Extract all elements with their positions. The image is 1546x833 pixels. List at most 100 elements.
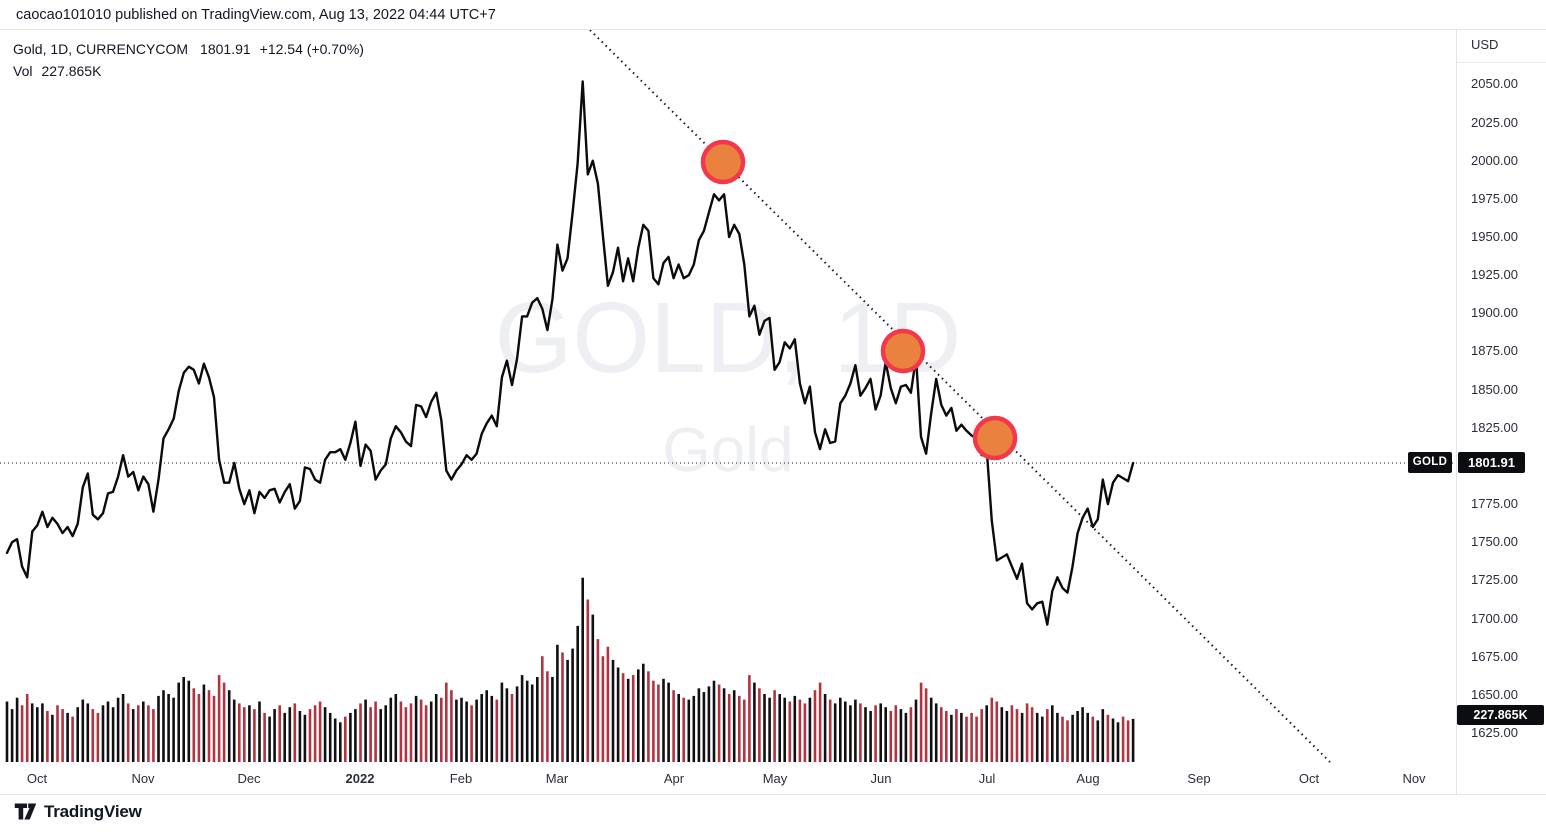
volume-bar <box>15 697 19 762</box>
volume-bar <box>10 709 14 762</box>
volume-bar <box>596 639 600 762</box>
volume-bar <box>566 659 569 762</box>
volume-bar <box>323 707 327 762</box>
volume-bar <box>536 677 539 762</box>
volume-bar <box>955 709 958 762</box>
volume-bar <box>1066 720 1069 762</box>
volume-bar <box>970 712 973 762</box>
volume-bar <box>248 705 251 762</box>
volume-bar <box>702 692 706 762</box>
price-tick-label: 1950.00 <box>1471 229 1518 244</box>
volume-bar <box>429 701 433 762</box>
volume-bar <box>354 709 357 762</box>
volume-bar <box>823 694 827 762</box>
volume-bar <box>914 699 918 762</box>
time-axis[interactable]: Oct Nov Dec 2022 Feb Mar Apr May Jun Jul Aug Sep Oct… <box>0 763 1546 795</box>
volume-bar <box>106 701 110 762</box>
trendline-drawing[interactable] <box>589 30 1331 763</box>
volume-bar <box>606 646 610 762</box>
volume-bar <box>450 690 453 762</box>
axis-corner-divider <box>1456 763 1457 794</box>
volume-bar <box>828 699 832 762</box>
volume-bar <box>318 701 322 762</box>
volume-bar <box>258 701 261 762</box>
volume-bar <box>455 699 458 762</box>
volume-bar <box>328 712 332 762</box>
circle-marker-drawing[interactable] <box>972 415 1018 461</box>
time-tick-label: Apr <box>663 771 685 786</box>
volume-bar <box>692 695 696 763</box>
volume-bar <box>849 705 852 762</box>
price-line-series[interactable] <box>5 80 1135 626</box>
volume-bar <box>626 678 630 762</box>
volume-bar <box>333 718 337 762</box>
volume-bar <box>66 712 69 762</box>
price-tick-label: 1975.00 <box>1471 190 1518 206</box>
volume-bar <box>929 697 933 762</box>
time-tick-label: Oct <box>1298 771 1320 786</box>
legend-symbol-row: Gold, 1D, CURRENCYCOM 1801.91 +12.54 (+0.7… <box>13 38 364 60</box>
volume-bar <box>238 703 241 762</box>
volume-bar <box>672 690 675 762</box>
volume-bar <box>162 690 165 762</box>
volume-bar <box>1101 709 1105 762</box>
volume-bar <box>212 695 216 763</box>
volume-bar <box>798 699 802 762</box>
volume-bar <box>222 682 226 762</box>
volume-bar <box>288 707 292 762</box>
volume-bar <box>101 705 105 762</box>
volume-bar <box>525 680 529 762</box>
volume-bar <box>505 688 509 762</box>
volume-bar <box>773 690 776 762</box>
volume-bar <box>909 707 913 762</box>
volume-bar <box>722 688 726 762</box>
price-tick-label: 1675.00 <box>1471 648 1518 664</box>
volume-bar <box>182 677 185 762</box>
volume-bar <box>576 625 579 762</box>
volume-bar <box>990 697 994 762</box>
price-tick-label: 2025.00 <box>1471 114 1518 130</box>
last-price-tag: 1801.91 <box>1458 452 1525 473</box>
symbol-description: Gold, 1D, CURRENCYCOM <box>13 41 189 57</box>
time-tick-label: Jul <box>978 771 996 786</box>
tradingview-logo-icon[interactable] <box>14 801 37 822</box>
volume-bar <box>177 682 180 762</box>
volume-bar <box>232 699 236 762</box>
chart-canvas[interactable] <box>0 30 1456 763</box>
price-tick-label: 1850.00 <box>1471 381 1518 397</box>
volume-bar <box>818 682 822 762</box>
volume-bar <box>1106 714 1110 763</box>
volume-bar <box>76 707 79 762</box>
price-axis[interactable]: USD 2050.00 2025.00 2000.00 1975.00 1950.00 1… <box>1456 30 1546 763</box>
volume-bar <box>313 705 317 762</box>
circle-marker-drawing[interactable] <box>700 139 746 185</box>
volume-bar <box>960 712 963 762</box>
volume-bar <box>924 688 928 762</box>
circle-marker-drawing[interactable] <box>880 328 926 374</box>
volume-bar <box>409 703 413 762</box>
brand-text[interactable]: TradingView <box>44 801 142 821</box>
volume-bar <box>480 694 483 762</box>
volume-bar <box>207 690 211 762</box>
volume-label: Vol <box>13 63 33 79</box>
volume-bar <box>637 669 640 762</box>
volume-bar <box>1005 711 1009 762</box>
volume-bar <box>763 694 766 762</box>
volume-bar <box>601 656 605 762</box>
price-tick-label: 1750.00 <box>1471 534 1518 550</box>
volume-bar <box>293 703 297 762</box>
price-change-value: +12.54 (+0.70%) <box>259 41 364 57</box>
time-tick-label: Jun <box>870 771 892 786</box>
volume-bar <box>490 695 494 763</box>
time-tick-label: Sep <box>1187 771 1211 786</box>
volume-bar <box>344 716 347 762</box>
volume-bar <box>551 677 554 762</box>
price-tick-label: 1775.00 <box>1471 496 1518 512</box>
volume-bar <box>561 652 564 762</box>
volume-bar <box>268 716 271 762</box>
volume-bar <box>753 682 756 762</box>
volume-bar <box>475 699 478 762</box>
volume-bar <box>147 705 150 762</box>
volume-bar <box>1096 720 1100 762</box>
volume-bar <box>510 694 514 762</box>
